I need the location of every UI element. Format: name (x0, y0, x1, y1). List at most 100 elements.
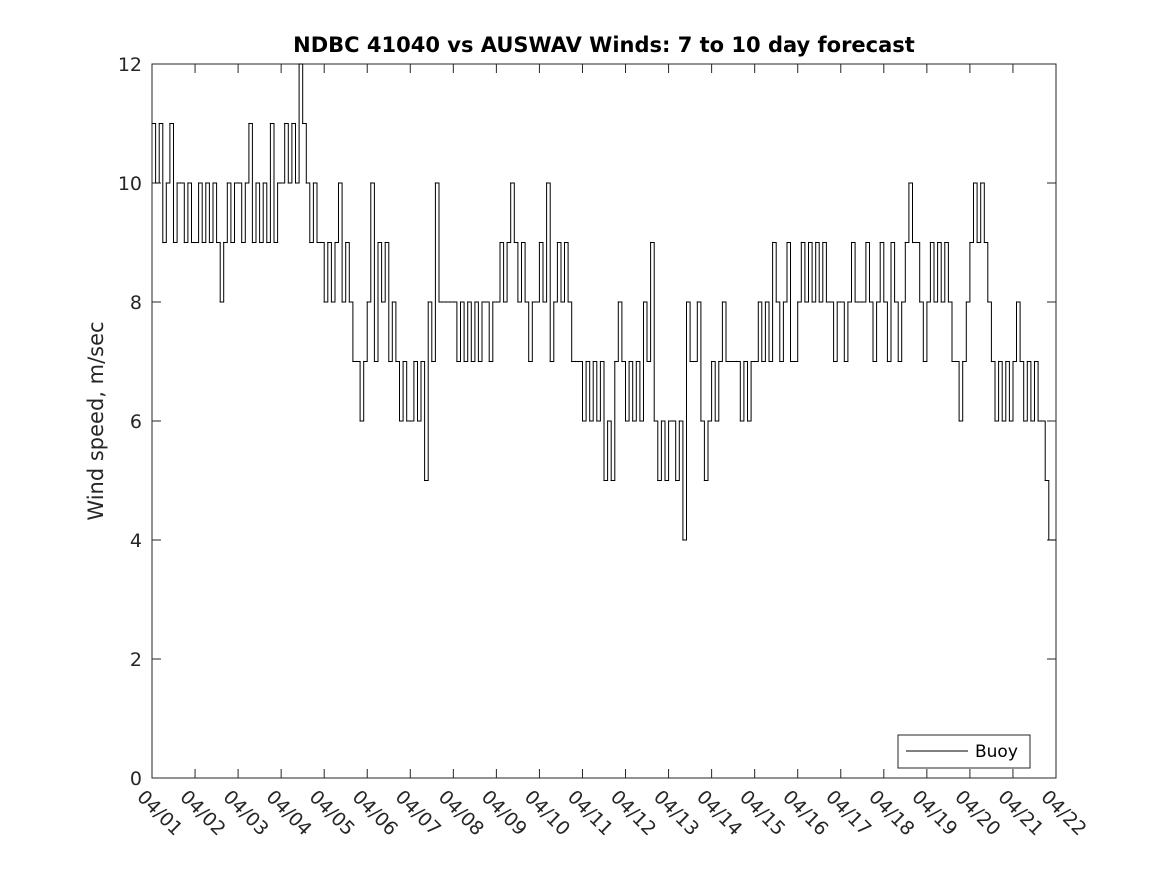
x-tick-label: 04/04 (262, 786, 316, 840)
data-point (908, 182, 910, 184)
data-point (614, 360, 616, 363)
data-point (470, 360, 472, 363)
data-point (287, 182, 289, 184)
data-point (811, 301, 813, 303)
data-point (226, 182, 228, 184)
x-tick-label: 04/05 (305, 786, 359, 840)
data-point (316, 241, 318, 244)
data-point (711, 360, 713, 363)
x-tick-label: 04/02 (176, 786, 230, 840)
data-point (764, 301, 767, 303)
legend: Buoy (897, 734, 1031, 769)
data-point (599, 360, 602, 363)
y-tick-label: 0 (130, 768, 142, 790)
data-point (689, 360, 691, 363)
x-tick-label: 04/11 (563, 786, 617, 840)
data-point (671, 420, 673, 422)
data-point (1008, 420, 1011, 422)
data-point (729, 360, 731, 363)
data-point (592, 360, 594, 363)
data-point (524, 301, 526, 303)
data-point (947, 301, 950, 303)
data-point (678, 420, 680, 422)
data-point (1030, 420, 1032, 422)
data-point (459, 301, 462, 303)
y-axis: 0 2 4 6 8 10 12 (118, 54, 1056, 790)
data-point (520, 241, 523, 244)
y-tick-label: 6 (130, 411, 142, 433)
data-point (879, 241, 881, 244)
x-tick-label: 04/07 (391, 786, 445, 840)
data-point (298, 63, 300, 65)
data-point (201, 241, 203, 244)
data-point (581, 420, 584, 422)
data-point (277, 182, 279, 184)
data-point (395, 360, 397, 363)
data-point (302, 122, 304, 125)
data-point (987, 301, 989, 303)
series-layer (151, 63, 1057, 541)
data-point (549, 360, 551, 363)
data-point (628, 360, 630, 363)
data-point (172, 241, 175, 244)
data-point (1051, 539, 1053, 541)
data-point (528, 360, 530, 363)
data-point (915, 241, 917, 244)
data-point (850, 241, 853, 244)
data-point (158, 122, 160, 125)
data-point (499, 241, 501, 244)
data-point (406, 420, 408, 422)
data-point (262, 182, 264, 184)
data-point (858, 301, 860, 303)
data-point (442, 301, 444, 303)
data-point (944, 241, 946, 244)
x-tick-label: 04/12 (606, 786, 660, 840)
y-tick-label: 4 (130, 530, 142, 552)
data-point (797, 301, 799, 303)
data-point (621, 360, 623, 363)
data-point (1037, 420, 1039, 422)
data-point (585, 360, 587, 363)
x-tick-label: 04/20 (950, 786, 1004, 840)
data-point (198, 182, 200, 184)
x-tick-label: 04/13 (649, 786, 703, 840)
y-tick-label: 10 (118, 173, 142, 195)
x-tick-label: 04/01 (132, 786, 186, 840)
data-point (990, 360, 993, 363)
data-point (323, 301, 325, 303)
data-point (610, 479, 612, 482)
data-point (312, 182, 314, 184)
data-point (836, 301, 838, 303)
data-point (976, 241, 978, 244)
data-point (675, 479, 677, 482)
data-point (800, 241, 802, 244)
data-point (929, 241, 932, 244)
x-tick-label: 04/14 (692, 786, 746, 840)
data-point (416, 420, 419, 422)
data-point (219, 301, 221, 303)
chart-title: NDBC 41040 vs AUSWAV Winds: 7 to 10 day … (293, 33, 915, 57)
x-tick-label: 04/22 (1036, 786, 1090, 840)
data-point (693, 360, 695, 363)
data-point (388, 360, 390, 363)
data-point (646, 360, 648, 363)
data-point (208, 241, 210, 244)
x-tick-label: 04/08 (434, 786, 488, 840)
data-point (495, 301, 497, 303)
data-point (940, 301, 942, 303)
data-point (793, 360, 795, 363)
data-point (230, 241, 232, 244)
data-point (273, 241, 275, 244)
data-point (341, 301, 343, 303)
data-point (1048, 539, 1050, 541)
data-point (657, 479, 659, 482)
data-point (363, 360, 365, 363)
data-point (424, 479, 426, 482)
data-point (571, 360, 573, 363)
data-point (535, 301, 537, 303)
data-point (284, 122, 286, 125)
legend-label-buoy: Buoy (975, 742, 1018, 762)
data-point (872, 360, 874, 363)
data-point (384, 241, 386, 244)
